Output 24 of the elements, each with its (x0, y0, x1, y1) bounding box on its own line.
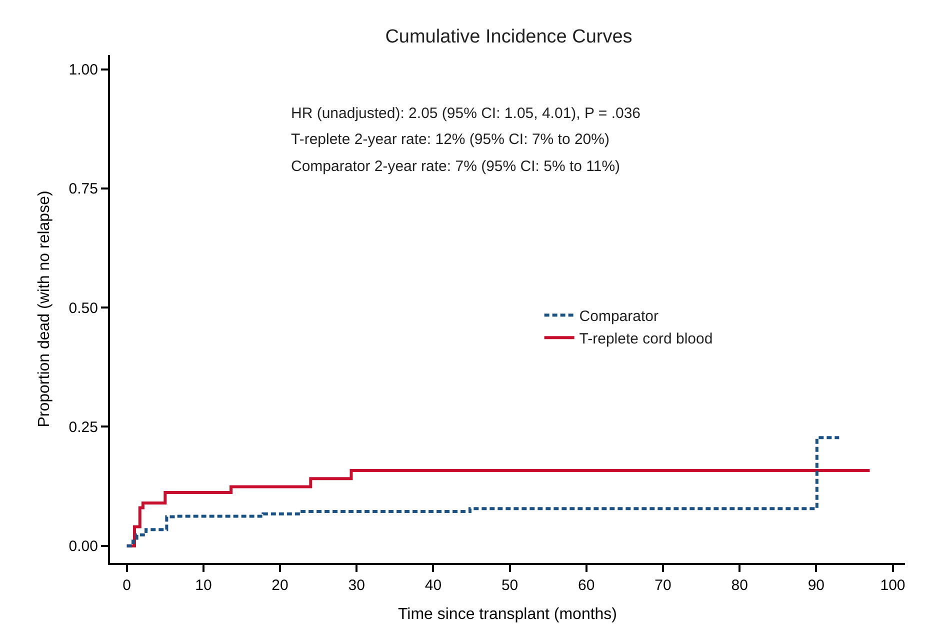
y-tick-label: 1.00 (68, 62, 98, 79)
legend-label: Comparator (579, 308, 659, 325)
x-tick-label: 60 (578, 577, 595, 594)
y-tick-label: 0.00 (68, 538, 98, 556)
x-tick-label: 40 (424, 577, 442, 594)
y-tick-label: 0.75 (68, 180, 98, 198)
x-tick-label: 100 (880, 577, 906, 594)
x-tick-label: 90 (808, 577, 825, 594)
chart-title: Cumulative Incidence Curves (385, 26, 632, 48)
y-axis-title: Proportion dead (with no relapse) (36, 190, 54, 428)
x-tick-label: 70 (654, 577, 672, 594)
x-tick-label: 30 (348, 577, 365, 594)
x-tick-label: 80 (731, 577, 748, 594)
x-tick-label: 50 (501, 577, 518, 594)
annotation: Comparator 2-year rate: 7% (95% CI: 5% to 11%) (291, 158, 620, 175)
x-tick-label: 20 (272, 577, 288, 594)
x-axis-title: Time since transplant (months) (398, 606, 618, 624)
x-tick-label: 10 (195, 577, 212, 594)
annotation: T-replete 2-year rate: 12% (95% CI: 7% to 20%) (291, 131, 610, 148)
y-tick-label: 0.25 (68, 418, 98, 436)
annotation: HR (unadjusted): 2.05 (95% CI: 1.05, 4.01), P = .036 (291, 105, 641, 122)
x-tick-label: 0 (122, 577, 132, 594)
legend-label: T-replete cord blood (579, 330, 713, 348)
y-tick-label: 0.50 (68, 300, 98, 317)
